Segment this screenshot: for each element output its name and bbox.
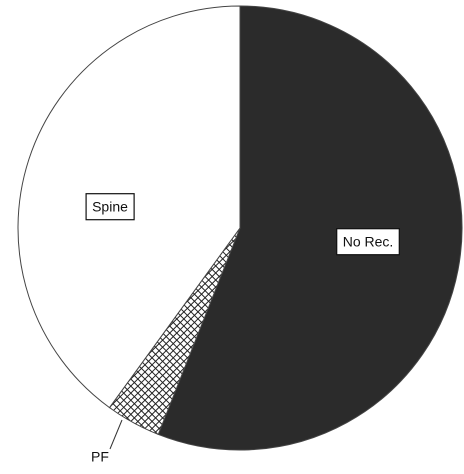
slice-label: No Rec. [343,234,394,250]
slice-label: PF [91,449,109,465]
label-box [336,228,400,256]
slice-label: Spine [92,199,128,215]
label-box [85,193,135,221]
pie-slice [157,5,463,451]
leader-line [109,419,123,450]
